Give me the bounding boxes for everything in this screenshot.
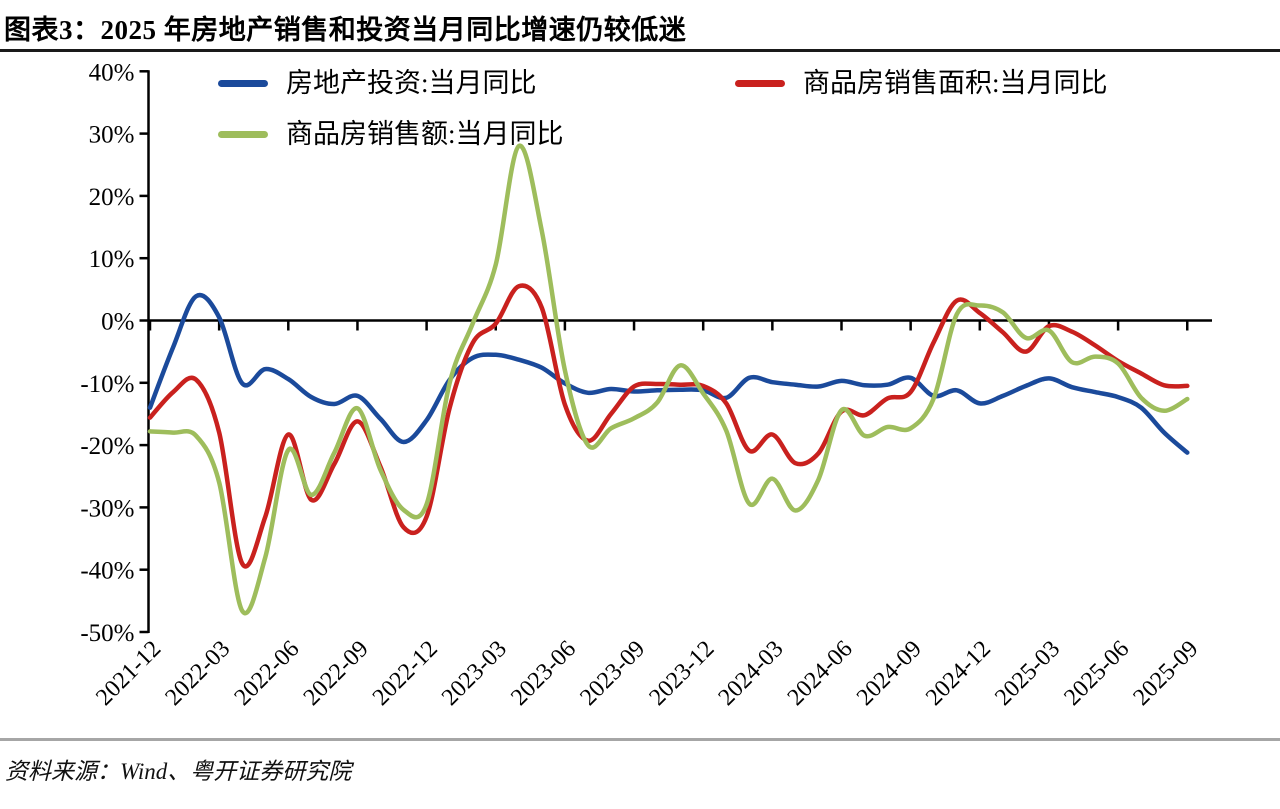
x-axis-label: 2022-09 <box>299 636 374 711</box>
x-axis-label: 2022-06 <box>230 636 305 711</box>
x-axis-label: 2024-12 <box>921 636 996 711</box>
footer-divider <box>0 738 1280 741</box>
x-axis-label: 2023-06 <box>506 636 581 711</box>
y-axis-label: 30% <box>89 122 135 149</box>
x-axis-label: 2022-12 <box>368 636 443 711</box>
legend-label-sales-area: 商品房销售面积:当月同比 <box>803 68 1108 98</box>
x-axis-label: 2022-03 <box>160 636 235 711</box>
series-line-investment <box>147 292 1190 455</box>
x-axis-label: 2025-09 <box>1129 636 1204 711</box>
legend-item-investment: 房地产投资:当月同比 <box>218 68 537 98</box>
x-axis-label: 2024-03 <box>714 636 789 711</box>
legend-item-sales-value: 商品房销售额:当月同比 <box>218 119 564 149</box>
y-axis-label: -40% <box>80 558 134 585</box>
x-axis-label: 2025-03 <box>990 636 1065 711</box>
y-axis-label: -10% <box>80 371 134 398</box>
y-axis-label: 0% <box>101 309 134 336</box>
legend-swatch-investment <box>218 79 268 87</box>
series-line-sales-area <box>147 283 1190 569</box>
x-axis-label: 2023-03 <box>437 636 512 711</box>
x-axis-label: 2021-12 <box>91 636 166 711</box>
y-axis-label: -50% <box>80 620 134 647</box>
y-axis-label: -30% <box>80 495 134 522</box>
legend-swatch-sales-value <box>218 130 268 138</box>
y-axis-label: 10% <box>89 246 135 273</box>
source-note: 资料来源：Wind、粤开证券研究院 <box>5 759 352 784</box>
legend-swatch-sales-area <box>735 79 785 87</box>
x-axis-label: 2024-09 <box>852 636 927 711</box>
legend-label-investment: 房地产投资:当月同比 <box>286 68 537 98</box>
chart-title: 图表3：2025 年房地产销售和投资当月同比增速仍较低迷 <box>4 15 687 45</box>
legend-item-sales-area: 商品房销售面积:当月同比 <box>735 68 1108 98</box>
x-axis-label: 2023-09 <box>575 636 650 711</box>
legend-label-sales-value: 商品房销售额:当月同比 <box>286 119 564 149</box>
y-axis-label: 40% <box>89 59 135 86</box>
x-axis-label: 2025-06 <box>1059 636 1134 711</box>
series-line-sales-value <box>147 143 1190 616</box>
title-divider <box>0 49 1280 52</box>
x-axis-label: 2024-06 <box>783 636 858 711</box>
y-axis-label: -20% <box>80 433 134 460</box>
y-axis-label: 20% <box>89 184 135 211</box>
x-axis-label: 2023-12 <box>644 636 719 711</box>
